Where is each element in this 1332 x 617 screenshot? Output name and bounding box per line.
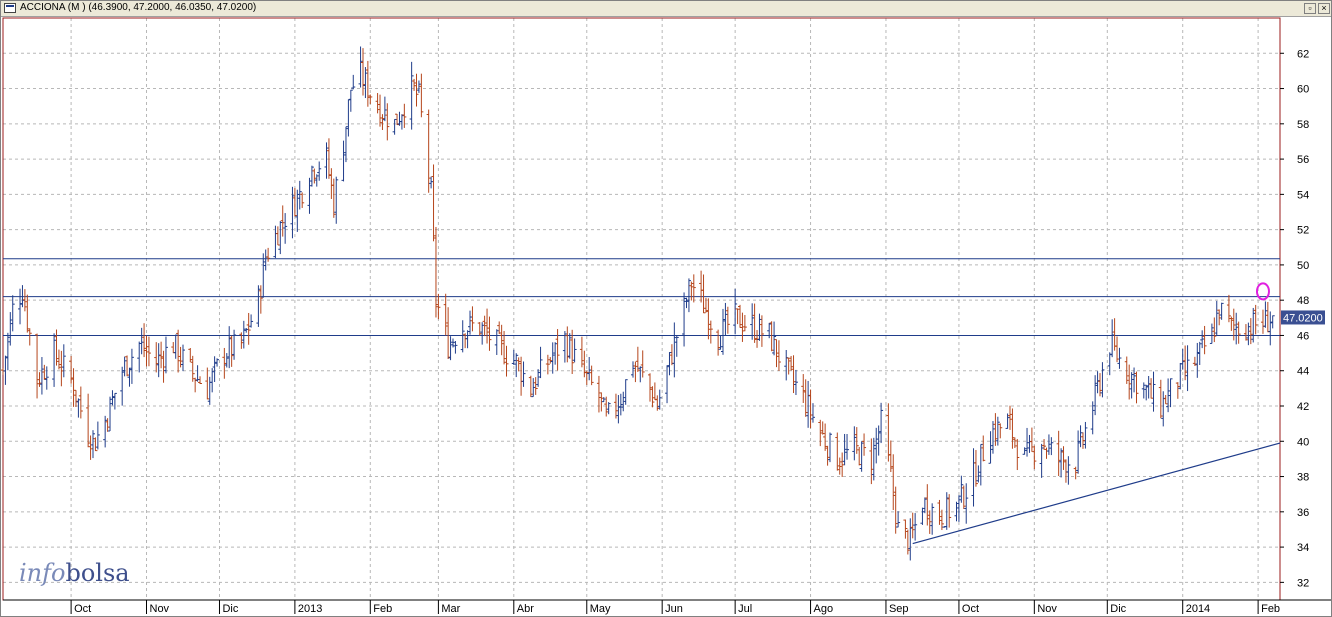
x-tick-label: May [590, 603, 611, 615]
x-tick-label: Ago [814, 603, 834, 615]
y-tick-label: 32 [1297, 577, 1309, 589]
y-tick-label: 58 [1297, 119, 1309, 131]
x-tick-label: Oct [74, 603, 91, 615]
x-tick-label: Jul [738, 603, 752, 615]
reference-lines [3, 258, 1281, 545]
y-tick-label: 62 [1297, 48, 1309, 60]
marker-ellipse [1255, 282, 1270, 301]
y-tick-label: 50 [1297, 260, 1309, 272]
logo-part-bolsa: bolsa [65, 559, 129, 587]
close-button[interactable]: × [1318, 3, 1330, 14]
y-tick-label: 44 [1297, 366, 1309, 378]
x-tick-label: Nov [150, 603, 170, 615]
plot-frame [2, 17, 1331, 601]
x-tick-label: 2013 [298, 603, 322, 615]
logo-part-info: info [19, 559, 65, 587]
y-tick-label: 54 [1297, 189, 1309, 201]
y-tick-label: 36 [1297, 507, 1309, 519]
highlight-marker [1255, 282, 1270, 301]
y-tick-label: 38 [1297, 472, 1309, 484]
x-tick-label: Oct [962, 603, 979, 615]
last-price-label: 47.0200 [1283, 312, 1323, 324]
x-tick-label: Mar [441, 603, 460, 615]
ohlc-bars [1, 46, 1275, 561]
restore-button[interactable]: ▫ [1304, 3, 1316, 14]
title-bar[interactable]: ACCIONA (M ) (46.3900, 47.2000, 46.0350,… [1, 1, 1331, 17]
y-tick-label: 56 [1297, 154, 1309, 166]
x-axis: Oct Nov Dic 2013 Feb Mar Abr May Jun Jul Ago Sep Oct… [70, 600, 1280, 615]
chart-canvas: 32 34 36 38 40 42 44 46 48 50 52 54 56 58 60 62 Oct Nov D… [1, 17, 1331, 615]
x-tick-label: Jun [665, 603, 683, 615]
last-price-tag: 47.0200 [1281, 310, 1325, 325]
x-tick-label: Sep [889, 603, 909, 615]
x-tick-label: Dic [222, 603, 238, 615]
chart-window-icon [4, 3, 16, 13]
y-tick-label: 52 [1297, 225, 1309, 237]
y-axis: 32 34 36 38 40 42 44 46 48 50 52 54 56 58 60 62 [1280, 48, 1309, 589]
x-tick-label: Feb [373, 603, 392, 615]
x-tick-label: Abr [517, 603, 534, 615]
svg-text:infobolsa: infobolsa [19, 559, 130, 587]
infobolsa-logo: infobolsa [19, 559, 130, 587]
y-tick-label: 60 [1297, 84, 1309, 96]
y-tick-label: 34 [1297, 542, 1309, 554]
y-tick-label: 48 [1297, 295, 1309, 307]
grid [3, 18, 1280, 600]
window-title: ACCIONA (M ) (46.3900, 47.2000, 46.0350,… [20, 2, 257, 13]
x-tick-label: Dic [1110, 603, 1126, 615]
x-tick-label: 2014 [1186, 603, 1210, 615]
y-tick-label: 40 [1297, 436, 1309, 448]
trend-line [912, 442, 1281, 545]
x-tick-label: Feb [1261, 603, 1280, 615]
y-tick-label: 42 [1297, 401, 1309, 413]
plot-border [2, 17, 1281, 601]
last-price-tag-bg [1281, 310, 1325, 325]
y-tick-label: 46 [1297, 330, 1309, 342]
x-tick-label: Nov [1037, 603, 1057, 615]
